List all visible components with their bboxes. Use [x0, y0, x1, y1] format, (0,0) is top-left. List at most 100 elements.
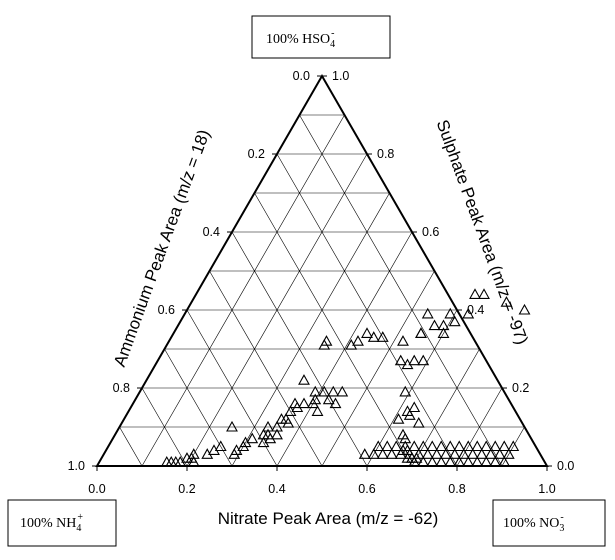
data-point-triangle — [437, 327, 450, 338]
triangle-frame — [95, 73, 549, 467]
data-point-triangle — [493, 448, 506, 459]
data-point-triangle — [311, 405, 324, 416]
grid-line-ammonium — [254, 192, 413, 467]
data-point-triangle — [358, 448, 371, 459]
data-point-triangle — [426, 440, 439, 452]
data-point-triangle — [408, 354, 421, 366]
data-point-triangle — [489, 440, 502, 452]
data-point-triangle — [435, 455, 448, 467]
data-point-triangle — [394, 354, 407, 366]
ammonium-tick-label: 0.4 — [203, 225, 220, 239]
data-point-triangle — [361, 327, 373, 338]
grid-line-nitrate — [411, 348, 480, 467]
data-point-triangle — [367, 448, 380, 459]
nitrate-axis-label: Nitrate Peak Area (m/z = -62) — [218, 509, 439, 528]
data-point-triangle — [444, 307, 457, 319]
data-point-triangle — [390, 440, 403, 452]
data-points — [160, 288, 531, 467]
data-point-triangle — [282, 416, 295, 428]
data-point-triangle — [271, 428, 283, 440]
data-point-triangle — [381, 440, 394, 452]
data-point-triangle — [430, 448, 443, 459]
grid-line-nitrate — [456, 387, 503, 467]
data-point-triangle — [471, 440, 484, 452]
data-point-triangle — [480, 455, 493, 467]
data-point-triangle — [187, 448, 200, 459]
sulphate-tick-label: 0.0 — [557, 459, 574, 473]
data-point-triangle — [408, 440, 421, 452]
data-point-triangle — [408, 455, 421, 467]
data-point-triangle — [392, 413, 405, 424]
data-point-triangle — [298, 397, 310, 409]
data-point-triangle — [462, 440, 475, 452]
data-point-triangle — [415, 327, 427, 338]
data-point-triangle — [457, 448, 470, 459]
grid-lines — [119, 114, 525, 467]
data-point-triangle — [399, 385, 412, 397]
data-point-triangle — [489, 455, 502, 467]
sulphate-tick-label: 0.6 — [422, 225, 439, 239]
data-point-triangle — [480, 440, 493, 452]
data-point-triangle — [412, 448, 425, 459]
data-point-triangle — [417, 354, 430, 366]
grid-line-ammonium — [141, 387, 188, 467]
data-point-triangle — [403, 448, 416, 459]
nitrate-tick-label: 0.0 — [88, 482, 105, 496]
ammonium-tick-label: 0.6 — [158, 303, 175, 317]
grid-line-ammonium — [164, 348, 233, 467]
data-point-triangle — [415, 327, 427, 338]
grid-line-nitrate — [231, 192, 390, 467]
data-point-triangle — [462, 307, 475, 319]
data-point-triangle — [309, 385, 322, 397]
vertex-top-label: 100% HSO4- — [251, 15, 391, 59]
data-point-triangle — [262, 420, 274, 432]
data-point-triangle — [237, 440, 250, 452]
data-point-triangle — [329, 397, 342, 409]
svg-text:100% NO3-: 100% NO3- — [503, 512, 564, 534]
data-point-triangle — [307, 397, 319, 409]
data-point-triangle — [394, 448, 407, 459]
data-point-triangle — [471, 455, 484, 467]
data-point-triangle — [174, 455, 187, 467]
nitrate-tick-label: 0.8 — [448, 482, 465, 496]
data-point-triangle — [397, 335, 409, 346]
data-point-triangle — [271, 420, 283, 432]
data-point-triangle — [399, 440, 412, 452]
data-point-triangle — [437, 319, 450, 331]
data-point-triangle — [336, 385, 349, 397]
data-point-triangle — [289, 397, 301, 409]
nitrate-tick-label: 0.2 — [178, 482, 195, 496]
data-point-triangle — [435, 440, 448, 452]
sulphate-tick-label: 0.4 — [467, 303, 484, 317]
sulphate-tick-label: 1.0 — [332, 69, 349, 83]
tick-marks — [92, 75, 552, 471]
data-point-triangle — [500, 296, 513, 307]
tick-labels: 0.0 0.2 0.4 0.6 0.8 1.00.00.20.40.60.81.0 0.00… — [68, 69, 575, 496]
data-point-triangle — [453, 455, 466, 467]
data-point-triangle — [484, 448, 497, 459]
data-point-triangle — [444, 455, 457, 467]
data-point-triangle — [448, 448, 461, 459]
data-point-triangle — [428, 319, 441, 331]
data-point-triangle — [257, 436, 270, 448]
data-point-triangle — [376, 331, 389, 342]
data-point-triangle — [448, 315, 461, 327]
data-point-triangle — [507, 440, 520, 452]
data-point-triangle — [201, 448, 214, 459]
data-point-triangle — [226, 420, 238, 432]
grid-line-ammonium — [209, 270, 323, 467]
data-point-triangle — [403, 409, 416, 420]
ammonium-tick-label: 0.2 — [248, 147, 265, 161]
data-point-triangle — [327, 385, 340, 397]
data-point-triangle — [412, 416, 425, 428]
ammonium-tick-label: 1.0 — [68, 459, 85, 473]
data-point-triangle — [320, 335, 333, 346]
nitrate-tick-label: 1.0 — [538, 482, 555, 496]
data-point-triangle — [214, 440, 227, 452]
data-point-triangle — [318, 338, 331, 350]
data-point-triangle — [469, 288, 481, 299]
grid-line-ammonium — [299, 114, 503, 467]
data-point-triangle — [322, 393, 335, 405]
vertex-left-label: 100% NH4+ — [7, 499, 117, 547]
data-point-triangle — [399, 432, 412, 444]
